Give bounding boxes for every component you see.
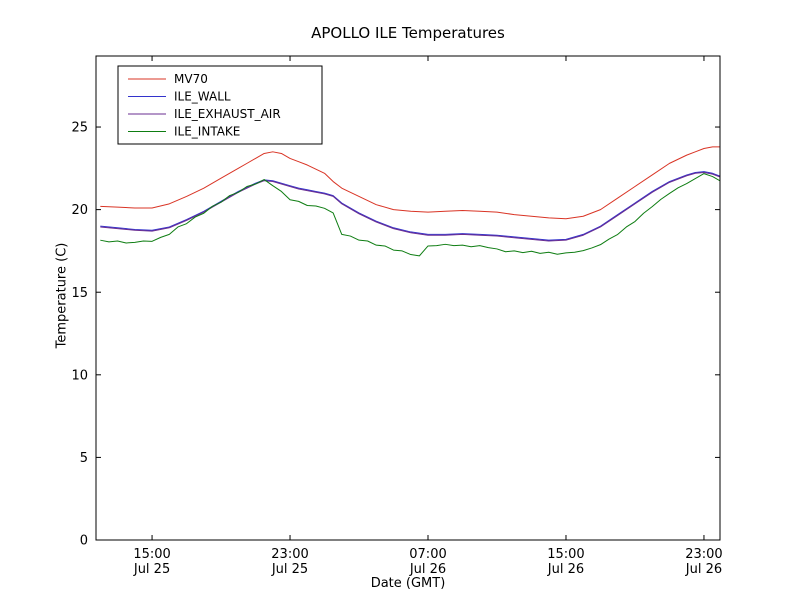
series-line-ILE_EXHAUST_AIR [100,171,720,242]
legend-label: MV70 [174,72,208,86]
x-tick-date: Jul 26 [685,562,722,577]
legend: MV70 ILE_WALL ILE_EXHAUST_AIR ILE_INTAKE [117,65,323,145]
series-line-ILE_WALL [100,171,720,241]
legend-label: ILE_WALL [174,90,231,104]
x-tick-date: Jul 26 [547,562,584,577]
y-tick-label: 25 [71,121,88,136]
y-tick-label: 5 [80,451,88,466]
y-tick-label: 20 [71,203,88,218]
y-tick-label: 10 [71,368,88,383]
legend-label: ILE_INTAKE [174,125,240,139]
y-axis-label: Temperature (C) [54,242,70,349]
series-line-MV70 [100,146,720,220]
x-tick-date: Jul 25 [133,562,170,577]
y-tick-label: 15 [71,286,88,301]
y-tick-label: 0 [80,534,88,549]
x-tick-date: Jul 25 [271,562,308,577]
ticks [96,56,720,541]
legend-label: ILE_EXHAUST_AIR [174,107,281,121]
x-tick-time: 23:00 [685,547,722,562]
x-tick-time: 23:00 [271,547,308,562]
chart-title: APOLLO ILE Temperatures [311,24,505,42]
x-tick-time: 07:00 [409,547,446,562]
series-line-ILE_INTAKE [100,173,720,257]
series-group [100,146,720,257]
axes-frame [95,55,721,541]
x-tick-time: 15:00 [547,547,584,562]
x-tick-time: 15:00 [133,547,170,562]
x-tick-date: Jul 26 [409,562,446,577]
x-axis-label: Date (GMT) [370,576,446,591]
